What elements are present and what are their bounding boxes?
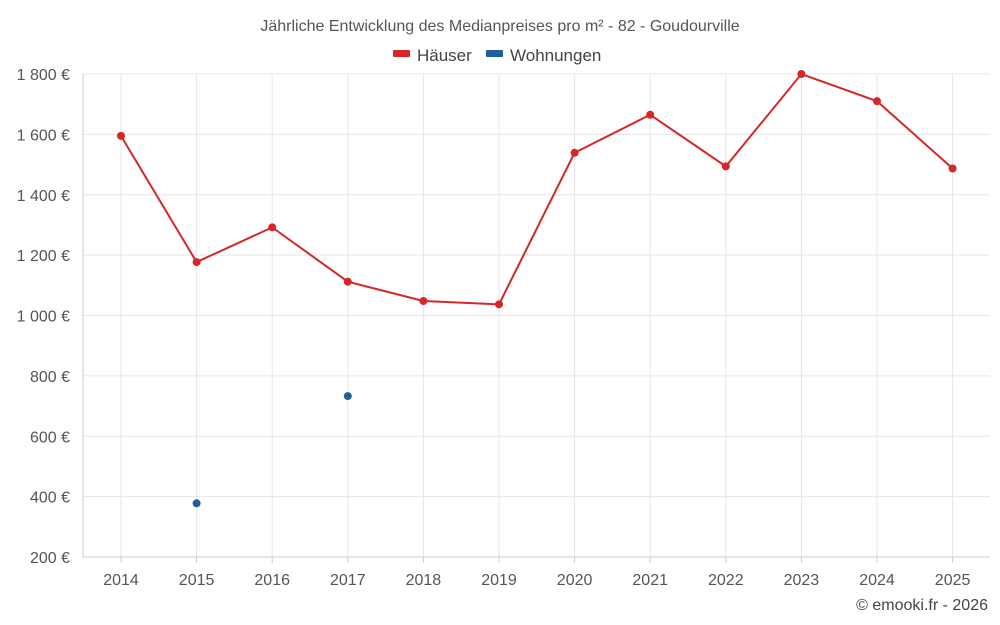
y-tick-label: 400 €	[30, 490, 70, 507]
legend-item-haeuser[interactable]: Häuser	[393, 46, 472, 65]
y-tick-label: 600 €	[30, 429, 70, 446]
x-tick-label: 2023	[784, 572, 820, 589]
x-tick-label: 2014	[103, 572, 139, 589]
x-tick-label: 2015	[179, 572, 215, 589]
data-point-haeuser[interactable]	[646, 110, 655, 119]
data-point-haeuser[interactable]	[268, 223, 277, 232]
data-point-haeuser[interactable]	[343, 277, 352, 286]
legend-label-wohnungen: Wohnungen	[510, 46, 601, 65]
y-tick-label: 1 800 €	[17, 67, 70, 84]
credit-text: © emooki.fr - 2026	[856, 597, 988, 614]
x-tick-label: 2016	[254, 572, 290, 589]
y-tick-label: 1 200 €	[17, 248, 70, 265]
chart-title: Jährliche Entwicklung des Medianpreises …	[260, 18, 739, 35]
data-point-haeuser[interactable]	[192, 258, 201, 267]
x-tick-label: 2018	[406, 572, 442, 589]
data-point-haeuser[interactable]	[797, 70, 806, 78]
data-point-haeuser[interactable]	[873, 97, 881, 106]
legend-label-haeuser: Häuser	[417, 46, 472, 65]
series	[117, 70, 957, 508]
y-tick-label: 1 600 €	[17, 127, 70, 144]
data-point-haeuser[interactable]	[495, 300, 503, 309]
legend-item-wohnungen[interactable]: Wohnungen	[486, 46, 601, 65]
grid	[83, 73, 990, 557]
x-tick-label: 2020	[557, 572, 593, 589]
series-line-haeuser	[120, 72, 954, 306]
legend: Häuser Wohnungen	[393, 46, 601, 65]
x-tick-label: 2022	[708, 572, 744, 589]
data-point-haeuser[interactable]	[570, 148, 579, 157]
y-tick-label: 1 000 €	[17, 309, 70, 326]
data-point-haeuser[interactable]	[419, 297, 428, 306]
y-tick-label: 800 €	[30, 369, 70, 386]
data-point-haeuser[interactable]	[721, 162, 730, 171]
legend-swatch-wohnungen	[486, 50, 503, 57]
x-tick-label: 2024	[859, 572, 895, 589]
data-point-wohnungen[interactable]	[192, 499, 201, 508]
legend-swatch-haeuser	[393, 50, 410, 57]
x-tick-label: 2019	[481, 572, 517, 589]
data-point-wohnungen[interactable]	[343, 392, 352, 401]
x-tick-label: 2021	[632, 572, 668, 589]
x-tick-label: 2025	[935, 572, 971, 589]
y-tick-label: 200 €	[30, 550, 70, 567]
data-point-haeuser[interactable]	[117, 131, 125, 140]
axes: 1 800 € 1 600 € 1 400 € 1 200 € 1 000 € 800 €…	[17, 67, 990, 589]
y-tick-label: 1 400 €	[17, 188, 70, 205]
data-point-haeuser[interactable]	[948, 164, 957, 173]
x-tick-label: 2017	[330, 572, 366, 589]
